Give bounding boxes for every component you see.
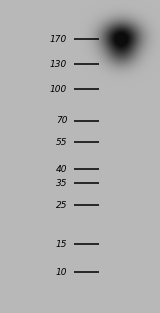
Text: 55: 55: [56, 138, 67, 147]
Bar: [80, 0, 160, 313]
Text: 40: 40: [56, 165, 67, 173]
Text: 130: 130: [50, 60, 67, 69]
Text: 15: 15: [56, 240, 67, 249]
Text: 100: 100: [50, 85, 67, 94]
Text: 170: 170: [50, 35, 67, 44]
Text: 25: 25: [56, 201, 67, 209]
Text: 35: 35: [56, 179, 67, 187]
Text: 70: 70: [56, 116, 67, 125]
Text: 10: 10: [56, 268, 67, 277]
Bar: [0, 0, 80, 313]
